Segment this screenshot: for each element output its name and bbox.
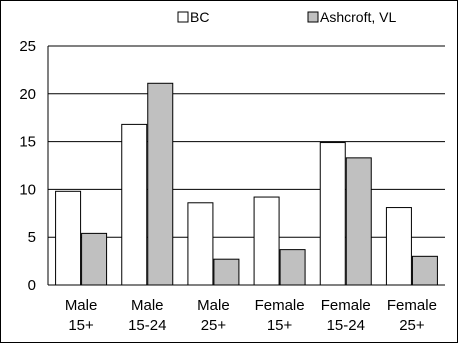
x-tick-label: 15-24 — [128, 317, 166, 334]
x-tick-label: Male — [65, 297, 98, 314]
legend-swatch-ashcroft — [307, 11, 319, 23]
y-tick-label: 25 — [19, 38, 36, 55]
y-tick-label: 20 — [19, 86, 36, 103]
y-tick-label: 15 — [19, 134, 36, 151]
bar-bc — [121, 123, 148, 286]
x-tick-label: Female — [387, 297, 437, 314]
bar-ashcroft — [279, 249, 306, 286]
bar-ashcroft — [345, 157, 372, 286]
x-tick-label: Female — [255, 297, 305, 314]
bar-bc — [385, 207, 412, 286]
x-tick-label: Female — [321, 297, 371, 314]
legend-swatch-bc — [177, 11, 189, 23]
x-tick-label: Male — [197, 297, 230, 314]
bar-bc — [187, 202, 214, 286]
x-tick-label: 15+ — [267, 317, 293, 334]
y-tick-label: 10 — [19, 181, 36, 198]
bar-ashcroft — [411, 255, 438, 286]
bar-bc — [55, 190, 82, 286]
bars — [55, 82, 438, 286]
y-axis-ticks: 0 5 10 15 20 25 — [19, 38, 36, 294]
bar-bc — [253, 196, 280, 286]
gridlines — [48, 45, 445, 238]
bar-ashcroft — [81, 232, 108, 286]
x-tick-label: 25+ — [399, 317, 425, 334]
axes — [47, 46, 445, 286]
y-tick-label: 5 — [28, 229, 36, 246]
bar-bc — [319, 142, 346, 286]
legend: BC Ashcroft, VL — [177, 9, 396, 25]
x-tick-label: Male — [131, 297, 164, 314]
legend-label-ashcroft: Ashcroft, VL — [320, 9, 396, 25]
y-tick-label: 0 — [28, 277, 36, 294]
x-tick-label: 15-24 — [327, 317, 365, 334]
x-axis-labels: Male 15+ Male 15-24 Male 25+ Female 15+ Female 15… — [65, 297, 437, 334]
x-tick-label: 25+ — [201, 317, 227, 334]
x-tick-label: 15+ — [68, 317, 94, 334]
bar-ashcroft — [213, 258, 240, 286]
legend-label-bc: BC — [190, 9, 209, 25]
bar-ashcroft — [147, 82, 174, 286]
